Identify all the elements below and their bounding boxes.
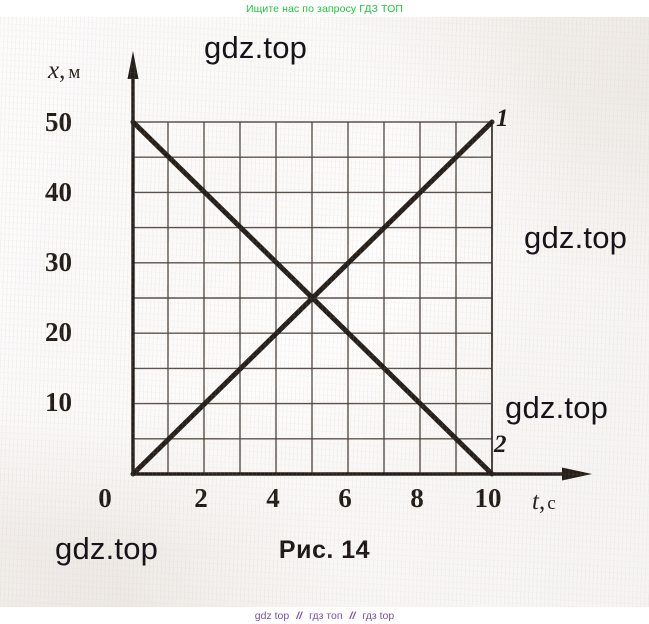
y-tick-label-10: 10	[45, 387, 72, 417]
y-axis-unit: м	[68, 62, 81, 83]
x-axis-unit: с	[547, 493, 556, 514]
plot-line-1-label: 1	[496, 105, 509, 132]
y-tick-label-20: 20	[45, 317, 72, 347]
watermark-top: gdz.top	[204, 30, 308, 65]
plot-line-2-label: 2	[494, 431, 507, 458]
scanned-page-background: x, м t, с 50 40 30 20 10 0 2 4 6 8 10 1 2 …	[0, 17, 649, 607]
x-axis-separator: ,	[538, 488, 546, 515]
x-tick-label-10: 10	[474, 483, 502, 513]
x-tick-label-6: 6	[338, 483, 352, 513]
x-axis	[133, 467, 592, 481]
grid-horizontal-lines	[132, 121, 492, 440]
y-axis-label: x, м	[48, 57, 80, 85]
plot-line-2	[130, 119, 495, 477]
y-tick-label-40: 40	[45, 177, 72, 207]
x-tick-label-2: 2	[194, 483, 208, 513]
coordinate-graph	[127, 51, 592, 481]
watermark-right-lower: gdz.top	[505, 390, 609, 425]
x-tick-label-8: 8	[410, 483, 424, 513]
watermark-bottom-left: gdz.top	[55, 531, 159, 566]
y-axis-variable: x	[48, 57, 60, 84]
x-axis-label: t, с	[532, 488, 556, 516]
y-axis-separator: ,	[59, 57, 66, 84]
footer-separator-1: //	[296, 609, 303, 622]
y-tick-label-30: 30	[45, 247, 72, 277]
x-axis-variable: t	[532, 488, 539, 515]
footer-text-right: гдз top	[362, 609, 395, 622]
y-tick-label-50: 50	[45, 107, 72, 137]
figure-caption: Рис. 14	[278, 536, 371, 564]
bottom-promo-footer: gdz top // гдз топ // гдз top	[0, 607, 649, 624]
watermark-right-upper: gdz.top	[524, 220, 628, 255]
figure-graph-ris-14: x, м t, с 50 40 30 20 10 0 2 4 6 8 10 1 2 …	[0, 17, 649, 607]
x-tick-label-4: 4	[266, 483, 280, 513]
x-tick-label-0: 0	[98, 483, 112, 513]
footer-separator-2: //	[349, 609, 356, 622]
footer-text-left: gdz top	[254, 609, 290, 622]
top-promo-banner: Ищите нас по запросу ГДЗ ТОП	[0, 0, 649, 17]
top-promo-banner-text: Ищите нас по запросу ГДЗ ТОП	[246, 2, 403, 15]
footer-text-middle: гдз топ	[309, 609, 343, 622]
y-axis	[127, 51, 139, 474]
